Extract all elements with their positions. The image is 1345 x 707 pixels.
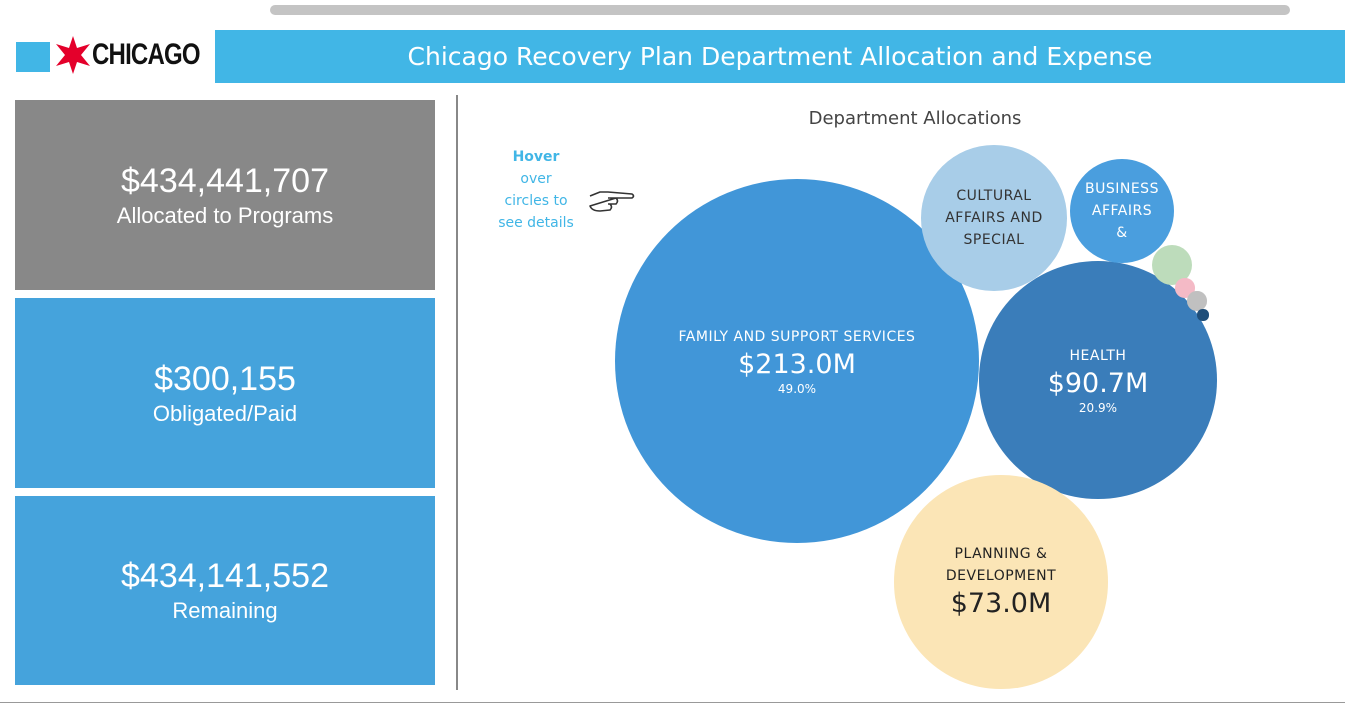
header-bar: Chicago Recovery Plan Department Allocat… <box>215 30 1345 83</box>
kpi-value: $300,155 <box>154 359 296 398</box>
bubble[interactable]: PLANNING & DEVELOPMENT $73.0M <box>894 475 1108 689</box>
bubble-name: BUSINESS AFFAIRS & <box>1085 180 1159 241</box>
kpi-label: Obligated/Paid <box>152 400 298 426</box>
kpi-label: Allocated to Programs <box>116 202 334 228</box>
hover-note: Hover over circles to see details <box>496 146 576 234</box>
chart-title: Department Allocations <box>808 108 1022 129</box>
kpi-value: $434,441,707 <box>121 161 329 200</box>
bubble-name: FAMILY AND SUPPORT SERVICES <box>678 328 916 345</box>
logo-text: CHICAGO <box>92 38 201 71</box>
hover-title: Hover <box>512 149 560 165</box>
divider <box>456 95 458 690</box>
bubble-percent: 20.9% <box>1078 400 1118 415</box>
bubble-value: $73.0M <box>950 587 1052 619</box>
bubble-value: $90.7M <box>1047 367 1149 399</box>
bottom-rule <box>0 702 1345 703</box>
hand-icon <box>589 191 635 212</box>
bubble[interactable] <box>1197 309 1209 321</box>
logo-star <box>56 36 90 74</box>
bubble-name: HEALTH <box>1069 347 1127 364</box>
bubble-percent: 49.0% <box>777 381 817 396</box>
bubble[interactable]: FAMILY AND SUPPORT SERVICES $213.0M 49.0% <box>615 179 979 543</box>
logo-square <box>16 42 50 72</box>
kpi-label: Remaining <box>172 598 278 623</box>
bubble-name: PLANNING & DEVELOPMENT <box>945 545 1057 584</box>
hover-text: over circles to see details <box>498 171 574 231</box>
bubble-name: CULTURAL AFFAIRS AND SPECIAL <box>945 187 1043 248</box>
kpi-box: $434,141,552 Remaining <box>15 496 435 685</box>
bubble[interactable]: HEALTH $90.7M 20.9% <box>979 261 1217 499</box>
bubble-value: $213.0M <box>738 348 856 380</box>
bubble[interactable]: BUSINESS AFFAIRS & <box>1069 158 1174 263</box>
scrollbar[interactable] <box>270 5 1290 15</box>
bubble[interactable] <box>1187 291 1207 311</box>
header-title: Chicago Recovery Plan Department Allocat… <box>407 42 1153 71</box>
kpi-value: $434,141,552 <box>121 557 329 595</box>
kpi-box: $434,441,707 Allocated to Programs <box>15 100 435 290</box>
kpi-box: $300,155 Obligated/Paid <box>15 298 435 488</box>
bubble[interactable]: CULTURAL AFFAIRS AND SPECIAL <box>921 145 1067 291</box>
